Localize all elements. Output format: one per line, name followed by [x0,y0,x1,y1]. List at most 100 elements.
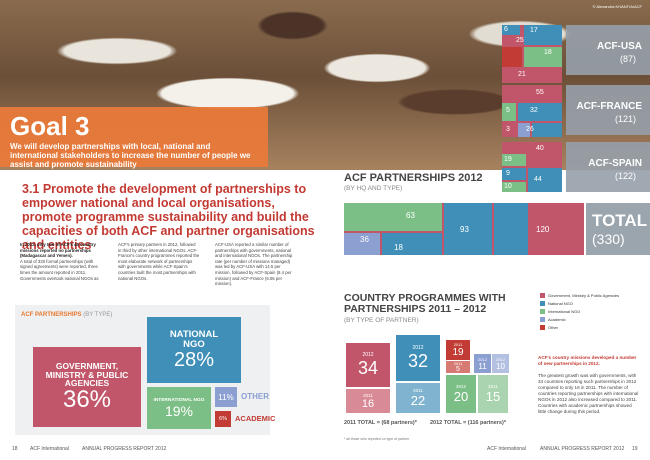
france-name: ACF-FRANCE [576,101,642,112]
usa-num-3: 25 [516,37,524,44]
box-national-ngo: NATIONAL NGO 28% [147,317,241,383]
total-num-5: 120 [536,225,550,234]
goal-title: Goal 3 [10,111,90,141]
cp-note-bold: ACF's country missions developed a numbe… [538,355,637,366]
total-label-box: TOTAL (330) [586,203,650,255]
footer-right-page: 19 [632,446,638,452]
legend-government: Government, Ministry & Public Agencies [540,293,640,298]
cp-int-2011: 2011 15 [478,375,508,413]
goal-text: We will develop partnerships with local,… [10,142,251,169]
cp-nat-2011: 2011 22 [396,383,440,413]
text-col1-body: A total of 330 formal partnerships (with… [20,258,99,281]
text-col2-body: ACF's primary partners in 2012, followed… [118,242,200,281]
cp-other-a: 2011 19 [446,340,470,360]
spain-grid [502,142,562,192]
cp-note: ACF's country missions developed a numbe… [538,355,640,415]
footer-left-org: ACF International [30,446,69,452]
text-column-2: ACF's primary partners in 2012, followed… [118,242,200,281]
france-grid [502,85,562,137]
usa-total: (87) [619,54,636,64]
spain-num-2: 19 [504,156,512,163]
goal-banner: Goal 3 We will develop partnerships with… [0,107,268,169]
photo-credit: © Alexandra KHANTIA/ACF [592,4,642,9]
cp-int-2012: 2012 20 [446,375,476,413]
usa-num-2: 17 [530,27,538,34]
spain-total: (122) [614,171,636,181]
box-other-label: OTHER [241,392,269,401]
france-num-1: 55 [536,89,544,96]
box-government: GOVERNMENT, MINISTRY & PUBLIC AGENCIES 3… [33,347,141,427]
spain-num-5: 10 [504,183,512,190]
footer-right-org: ACF International [487,446,526,452]
usa-grid [502,25,562,83]
cp-title: COUNTRY PROGRAMMES WITH PARTNERSHIPS 201… [344,292,506,315]
country-row-usa: 6 17 25 18 21 ACF-USA (87) [486,25,650,83]
footer-left-page: 18 [12,446,18,452]
france-num-4: 3 [506,126,510,133]
total-num-1: 63 [406,211,415,220]
box-national-label: NATIONAL NGO [169,329,219,350]
cp-group-national: 2012 32 2011 22 [396,335,440,413]
spain-num-4: 44 [534,176,542,183]
cp-total-2012: 2012 TOTAL = (116 partners)* [430,420,506,426]
country-row-france: 55 32 5 3 26 ACF-FRANCE (121) [486,85,650,137]
cp-gov-2012: 2012 34 [346,343,390,387]
hq-chart-subtitle: (BY HQ AND TYPE) [344,185,403,192]
total-num-4: 93 [460,225,469,234]
spain-label-box: ACF-SPAIN (122) [566,142,650,192]
box-international-label: INTERNATIONAL NGO [153,398,205,404]
total-grid: 63 36 18 93 120 [344,203,584,255]
box-other: 11% OTHER [215,387,275,407]
total-num-2: 36 [360,235,369,244]
total-total: (330) [592,231,625,247]
box-national-pct: 28% [173,348,215,371]
cp-legend: Government, Ministry & Public Agencies N… [540,293,640,330]
box-academic-label: ACADEMIC [235,414,276,423]
legend-international: International NGO [540,309,640,314]
total-num-3: 18 [394,243,403,252]
france-num-5: 26 [526,126,534,133]
box-international-ngo: INTERNATIONAL NGO 19% [147,387,211,429]
type-panel: ACF PARTNERSHIPS (BY TYPE) GOVERNMENT, M… [15,305,275,435]
france-num-2: 32 [530,107,538,114]
box-academic: 6% ACADEMIC [215,411,275,427]
cp-subtitle: (BY TYPE OF PARTNER) [344,317,419,324]
text-col3-body: ACF-USA reported a similar number of par… [215,242,293,287]
type-title-main: ACF PARTNERSHIPS [21,312,82,318]
usa-num-5: 21 [518,71,526,78]
legend-academic: Academic [540,317,640,322]
box-government-label: GOVERNMENT, MINISTRY & PUBLIC AGENCIES [45,360,129,389]
cp-group-international: 2012 20 2011 15 [446,375,510,413]
box-other-pct: 11% [215,387,237,407]
cp-nat-2012: 2012 32 [396,335,440,381]
text-col1-bold: In 2012, only two of ACF's 45 country mi… [20,242,96,259]
spain-num-3: 9 [506,170,510,177]
text-column-3: ACF-USA reported a similar number of par… [215,242,297,287]
box-government-pct: 36% [62,386,112,414]
usa-num-1: 6 [504,26,508,33]
france-label-box: ACF-FRANCE (121) [566,85,650,135]
type-panel-title: ACF PARTNERSHIPS (BY TYPE) [21,312,112,318]
cp-acad-a: 2012 11 [474,354,491,373]
legend-other: Other [540,325,640,330]
cp-group-government: 2012 34 2011 16 [346,343,390,413]
cp-total-2011: 2011 TOTAL = (68 partners)* [344,420,417,426]
france-total: (121) [614,114,636,124]
spain-name: ACF-SPAIN [588,158,642,169]
box-international-pct: 19% [164,402,194,419]
france-num-3: 5 [506,107,510,114]
hq-chart-grids: 6 17 25 18 21 ACF-USA (87) 55 32 5 3 26 … [494,0,650,258]
usa-name: ACF-USA [597,41,642,52]
box-academic-pct: 6% [215,411,231,427]
cp-group-academic: 2012 11 2012 10 [474,354,510,373]
cp-gov-2011: 2011 16 [346,389,390,413]
cp-acad-b: 2012 10 [492,354,509,373]
legend-national: National NGO [540,301,640,306]
total-name: TOTAL [592,211,648,230]
cp-other-b: 2011 5 [446,361,470,373]
usa-num-4: 18 [544,49,552,56]
cp-group-other: 2011 19 2011 5 [446,340,472,373]
section-heading: 3.1 Promote the development of partnersh… [22,182,315,252]
spain-num-1: 40 [536,145,544,152]
country-row-spain: 40 19 9 44 10 ACF-SPAIN (122) [486,142,650,192]
